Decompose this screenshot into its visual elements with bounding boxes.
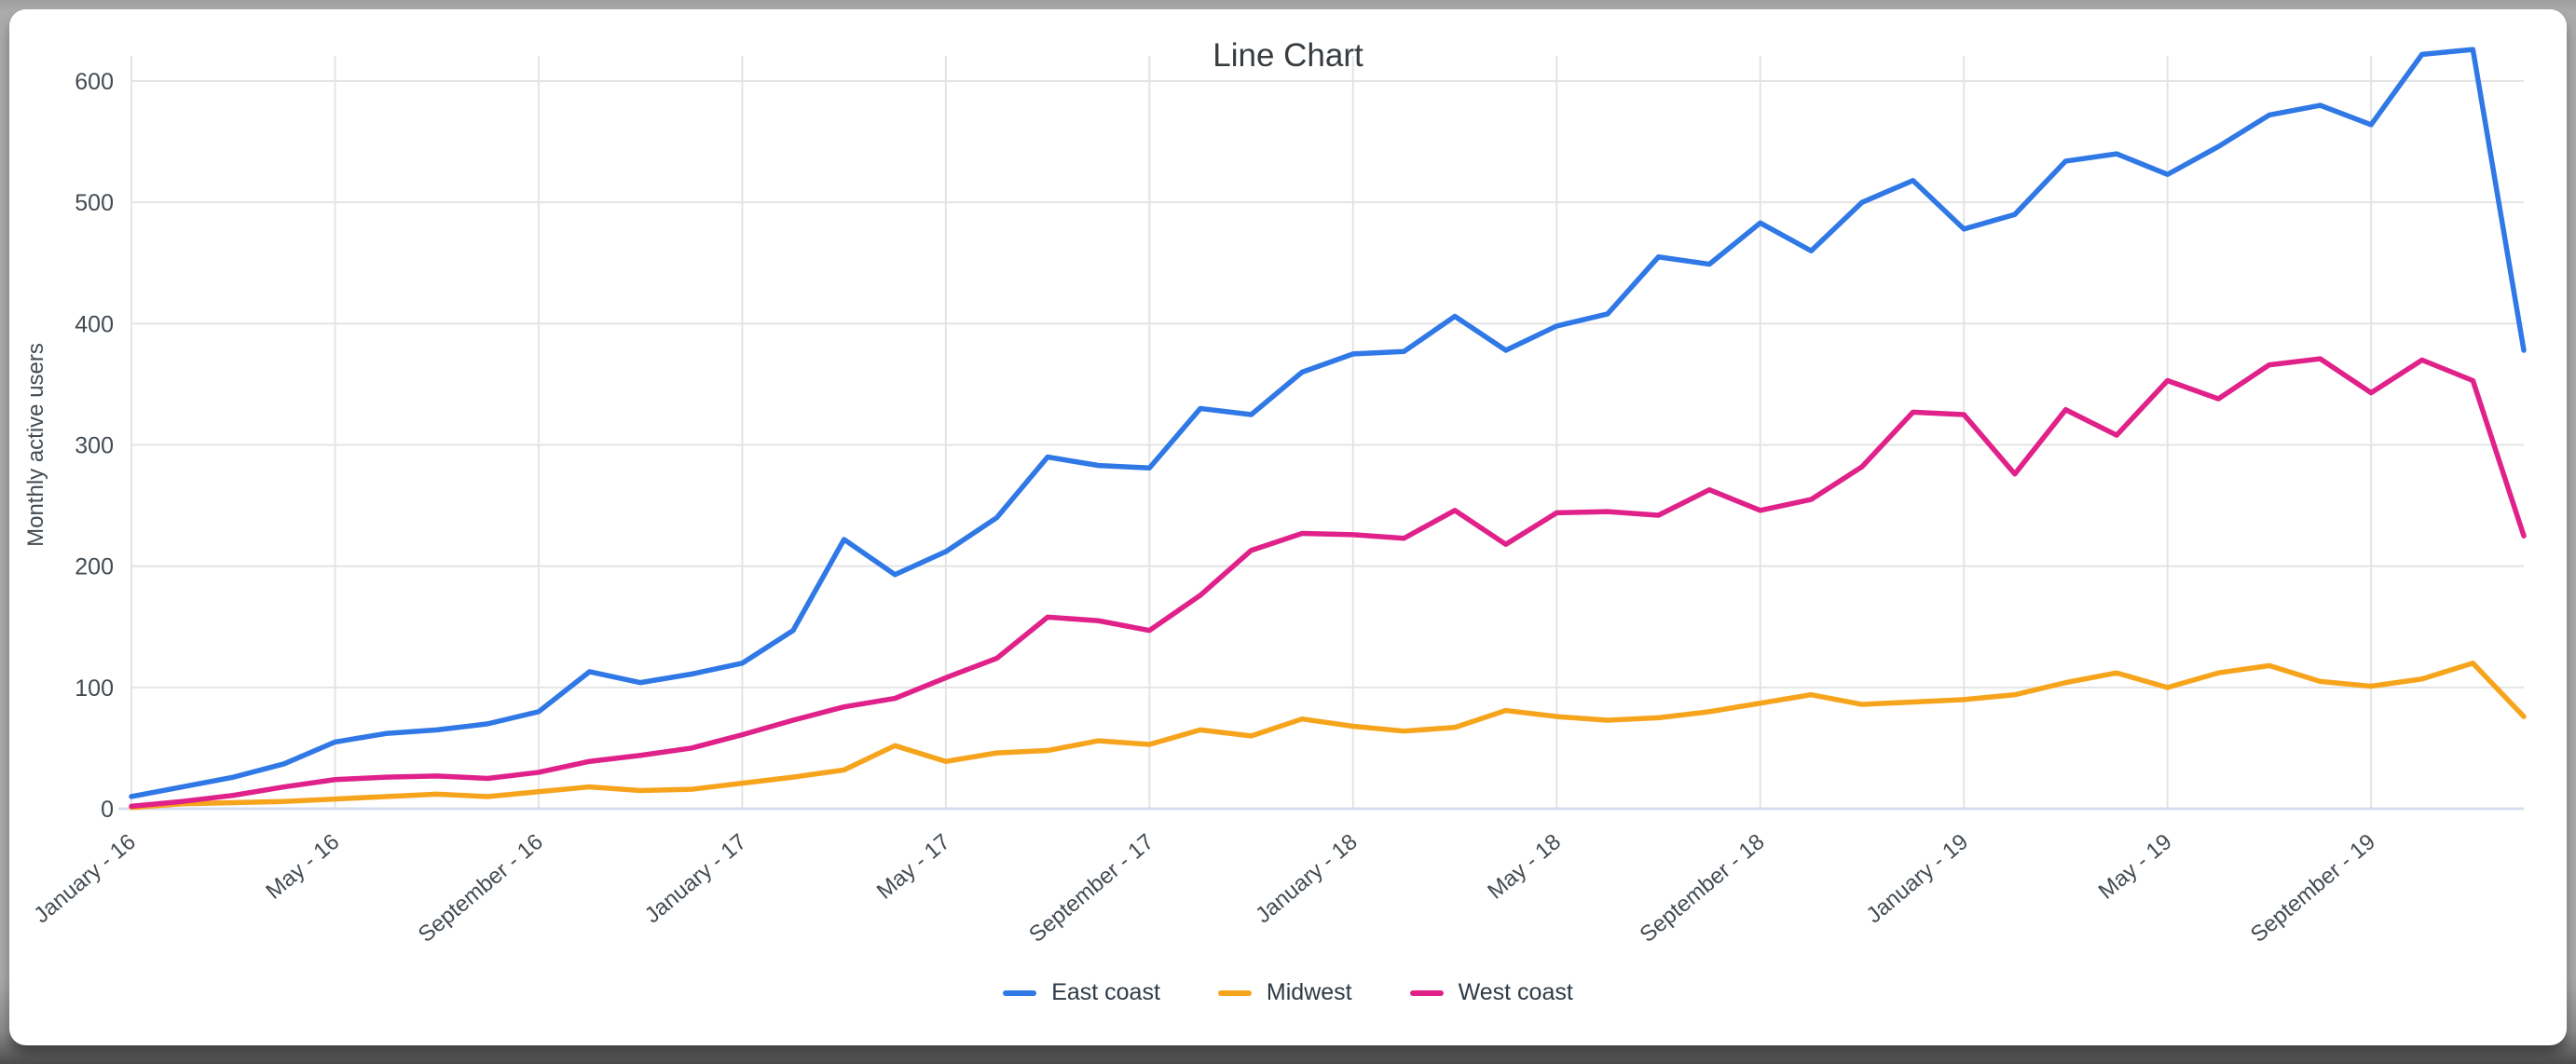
legend-swatch — [1409, 989, 1444, 996]
legend-label: Midwest — [1266, 979, 1352, 1005]
x-tick-label: January - 17 — [640, 829, 752, 928]
legend-item-east-coast[interactable]: East coast — [1003, 979, 1160, 1006]
x-tick-label: January - 19 — [1862, 829, 1974, 928]
y-tick-label: 100 — [75, 675, 114, 702]
x-tick-label: September - 17 — [1024, 829, 1158, 948]
y-tick-label: 500 — [75, 190, 114, 216]
y-tick-label: 0 — [101, 797, 114, 823]
legend-label: West coast — [1458, 979, 1573, 1005]
y-tick-label: 600 — [75, 69, 114, 95]
chart-card: Line Chart 0 100 200 300 400 500 600 January - … — [9, 9, 2567, 1045]
y-axis-title: Monthly active users — [23, 343, 48, 547]
x-tick-label: September - 18 — [1636, 829, 1770, 948]
chart-canvas[interactable]: 0 100 200 300 400 500 600 January - 16 May - 16 S… — [9, 9, 2567, 1045]
chart-legend: East coast Midwest West coast — [9, 979, 2567, 1006]
y-tick-label: 400 — [75, 311, 114, 337]
x-tick-label: May - 16 — [261, 829, 344, 905]
x-tick-label: May - 18 — [1483, 829, 1566, 905]
y-tick-label: 300 — [75, 433, 114, 459]
legend-item-midwest[interactable]: Midwest — [1217, 979, 1352, 1006]
series-line-west-coast[interactable] — [129, 356, 2527, 810]
y-tick-label: 200 — [75, 554, 114, 580]
x-tick-label: January - 16 — [29, 829, 141, 928]
legend-swatch — [1217, 989, 1252, 996]
x-tick-label: January - 18 — [1251, 829, 1363, 928]
legend-item-west-coast[interactable]: West coast — [1409, 979, 1573, 1006]
x-tick-label: September - 19 — [2246, 829, 2380, 948]
x-tick-label: September - 16 — [414, 829, 548, 948]
legend-swatch — [1003, 989, 1037, 996]
x-tick-label: May - 17 — [872, 829, 955, 905]
legend-label: East coast — [1051, 979, 1160, 1005]
series-line-east-coast[interactable] — [129, 47, 2527, 799]
series-line-midwest[interactable] — [129, 661, 2527, 811]
chart-title: Line Chart — [1213, 37, 1363, 74]
x-tick-label: May - 19 — [2094, 829, 2177, 905]
